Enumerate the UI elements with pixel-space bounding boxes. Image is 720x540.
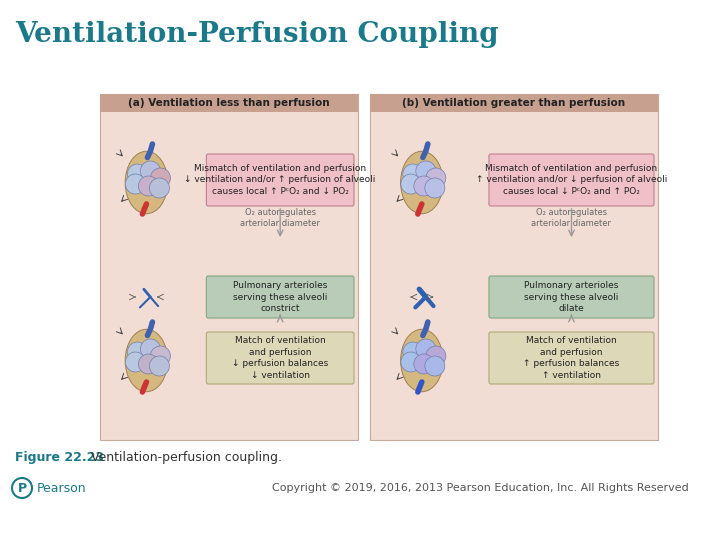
Circle shape xyxy=(426,168,446,188)
Text: Mismatch of ventilation and perfusion
↑ ventilation and/or ↓ perfusion of alveol: Mismatch of ventilation and perfusion ↑ … xyxy=(476,164,667,196)
Circle shape xyxy=(416,161,436,181)
Circle shape xyxy=(414,176,434,196)
Circle shape xyxy=(403,164,423,184)
Circle shape xyxy=(140,161,161,181)
Circle shape xyxy=(127,342,148,362)
FancyBboxPatch shape xyxy=(489,276,654,318)
FancyBboxPatch shape xyxy=(207,332,354,384)
Ellipse shape xyxy=(400,329,443,392)
FancyBboxPatch shape xyxy=(489,154,654,206)
Circle shape xyxy=(425,356,445,376)
FancyBboxPatch shape xyxy=(207,154,354,206)
Text: Ventilation-perfusion coupling.: Ventilation-perfusion coupling. xyxy=(87,451,282,464)
Circle shape xyxy=(425,178,445,198)
Text: Figure 22.23: Figure 22.23 xyxy=(15,451,104,464)
Text: Pearson: Pearson xyxy=(37,482,86,495)
Circle shape xyxy=(401,174,420,194)
Circle shape xyxy=(401,352,420,372)
Circle shape xyxy=(12,478,32,498)
Circle shape xyxy=(426,346,446,366)
Circle shape xyxy=(150,168,171,188)
Text: Match of ventilation
and perfusion
↑ perfusion balances
↑ ventilation: Match of ventilation and perfusion ↑ per… xyxy=(523,336,620,380)
Ellipse shape xyxy=(125,329,168,392)
Circle shape xyxy=(138,176,158,196)
Text: Mismatch of ventilation and perfusion
↓ ventilation and/or ↑ perfusion of alveol: Mismatch of ventilation and perfusion ↓ … xyxy=(184,164,376,196)
Circle shape xyxy=(150,178,169,198)
Ellipse shape xyxy=(125,151,168,214)
FancyBboxPatch shape xyxy=(207,276,354,318)
Text: Pulmonary arterioles
serving these alveoli
constrict: Pulmonary arterioles serving these alveo… xyxy=(233,281,328,313)
Text: (a) Ventilation less than perfusion: (a) Ventilation less than perfusion xyxy=(128,98,330,108)
Text: Pulmonary arterioles
serving these alveoli
dilate: Pulmonary arterioles serving these alveo… xyxy=(524,281,618,313)
Bar xyxy=(370,94,658,440)
Bar xyxy=(100,94,358,440)
Bar xyxy=(370,94,658,112)
Ellipse shape xyxy=(400,151,443,214)
Circle shape xyxy=(125,174,145,194)
Circle shape xyxy=(416,339,436,359)
Circle shape xyxy=(414,354,434,374)
Text: Copyright © 2019, 2016, 2013 Pearson Education, Inc. All Rights Reserved: Copyright © 2019, 2016, 2013 Pearson Edu… xyxy=(271,483,688,493)
Circle shape xyxy=(150,346,171,366)
Circle shape xyxy=(127,164,148,184)
Text: P: P xyxy=(17,482,27,495)
Text: O₂ autoregulates
arteriolar diameter: O₂ autoregulates arteriolar diameter xyxy=(531,208,611,228)
Circle shape xyxy=(150,356,169,376)
Circle shape xyxy=(138,354,158,374)
Circle shape xyxy=(140,339,161,359)
Text: O₂ autoregulates
arteriolar diameter: O₂ autoregulates arteriolar diameter xyxy=(240,208,320,228)
Bar xyxy=(100,94,358,112)
Text: (b) Ventilation greater than perfusion: (b) Ventilation greater than perfusion xyxy=(402,98,626,108)
FancyBboxPatch shape xyxy=(489,332,654,384)
Text: Ventilation-Perfusion Coupling: Ventilation-Perfusion Coupling xyxy=(15,22,499,49)
Circle shape xyxy=(125,352,145,372)
Circle shape xyxy=(403,342,423,362)
Text: Match of ventilation
and perfusion
↓ perfusion balances
↓ ventilation: Match of ventilation and perfusion ↓ per… xyxy=(232,336,328,380)
